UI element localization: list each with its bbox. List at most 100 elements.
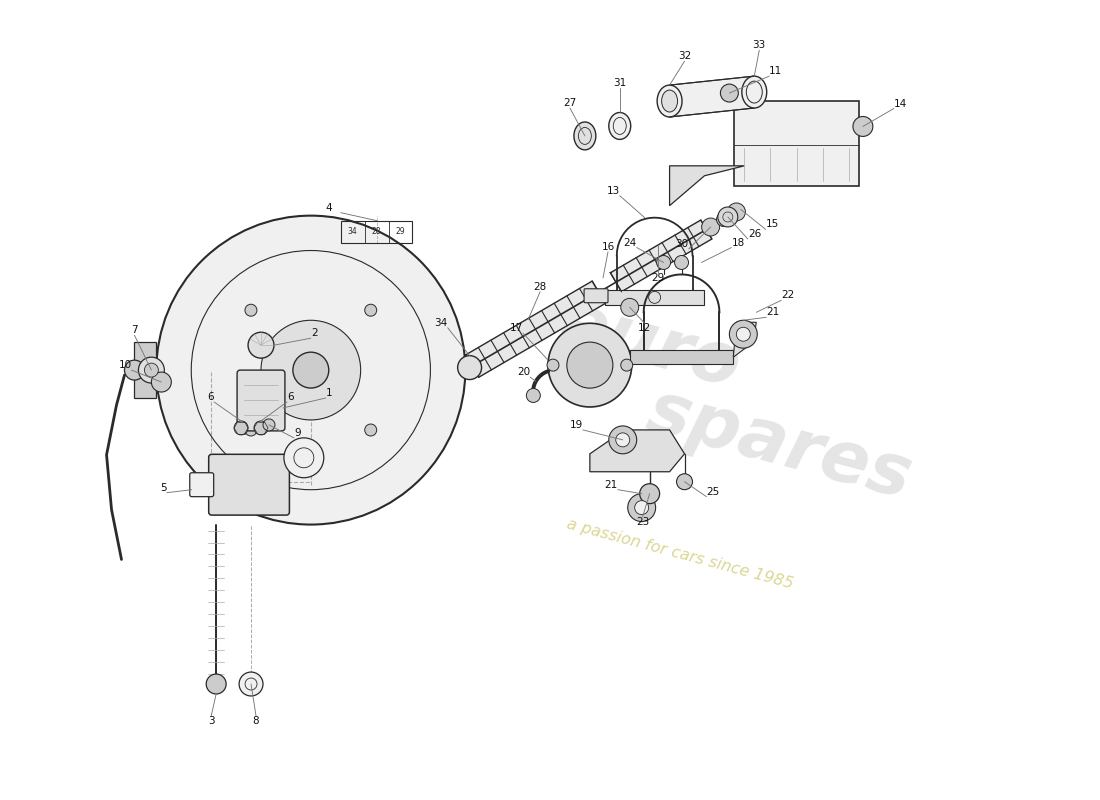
Text: spares: spares — [639, 377, 920, 514]
Circle shape — [124, 360, 144, 380]
Text: 3: 3 — [208, 716, 214, 726]
Text: 9: 9 — [294, 428, 300, 438]
Text: 26: 26 — [748, 229, 761, 239]
Circle shape — [640, 484, 660, 504]
Text: 33: 33 — [752, 40, 766, 50]
Circle shape — [139, 357, 164, 383]
Text: 6: 6 — [208, 392, 214, 402]
Polygon shape — [610, 220, 712, 292]
Circle shape — [628, 494, 656, 522]
Polygon shape — [670, 76, 755, 117]
Text: euro: euro — [551, 288, 748, 402]
Text: 16: 16 — [602, 242, 615, 252]
Circle shape — [234, 421, 249, 435]
Text: 11: 11 — [769, 66, 782, 76]
Circle shape — [239, 672, 263, 696]
Circle shape — [144, 363, 158, 377]
FancyBboxPatch shape — [190, 473, 213, 497]
Ellipse shape — [574, 122, 596, 150]
Circle shape — [616, 433, 629, 447]
Text: 23: 23 — [636, 517, 649, 526]
Text: 2: 2 — [311, 328, 318, 338]
Polygon shape — [629, 350, 734, 364]
Text: 12: 12 — [638, 323, 651, 334]
FancyBboxPatch shape — [238, 370, 285, 431]
Circle shape — [261, 320, 361, 420]
Text: 6: 6 — [287, 392, 294, 402]
Circle shape — [720, 84, 738, 102]
Ellipse shape — [657, 85, 682, 117]
Circle shape — [156, 216, 465, 525]
Circle shape — [365, 424, 376, 436]
Circle shape — [716, 213, 730, 226]
Circle shape — [718, 207, 738, 227]
Polygon shape — [735, 101, 859, 186]
Text: 28: 28 — [372, 227, 382, 236]
Text: 10: 10 — [119, 360, 132, 370]
Circle shape — [254, 421, 268, 435]
Text: 5: 5 — [161, 482, 167, 493]
FancyBboxPatch shape — [248, 378, 275, 404]
Text: 22: 22 — [781, 290, 794, 300]
Circle shape — [852, 117, 873, 137]
Circle shape — [547, 359, 559, 371]
Text: 17: 17 — [509, 323, 524, 334]
Text: 8: 8 — [253, 716, 260, 726]
Circle shape — [620, 298, 639, 316]
Polygon shape — [734, 322, 757, 357]
Circle shape — [657, 255, 671, 270]
Text: 25: 25 — [706, 486, 719, 497]
Text: 20: 20 — [517, 367, 530, 377]
Polygon shape — [605, 290, 704, 306]
Text: 31: 31 — [613, 78, 626, 88]
Circle shape — [245, 304, 257, 316]
Circle shape — [727, 203, 746, 221]
Circle shape — [729, 320, 757, 348]
Circle shape — [249, 332, 274, 358]
Ellipse shape — [608, 113, 630, 139]
Circle shape — [245, 424, 257, 436]
Ellipse shape — [741, 76, 767, 108]
FancyBboxPatch shape — [209, 454, 289, 515]
Polygon shape — [465, 281, 605, 378]
Circle shape — [152, 372, 172, 392]
Circle shape — [365, 304, 376, 316]
Polygon shape — [590, 430, 684, 472]
Text: 30: 30 — [675, 239, 689, 249]
Circle shape — [566, 342, 613, 388]
Text: 19: 19 — [570, 420, 583, 430]
Text: a passion for cars since 1985: a passion for cars since 1985 — [564, 517, 794, 592]
Text: 28: 28 — [534, 282, 547, 292]
Circle shape — [608, 426, 637, 454]
Text: 27: 27 — [563, 98, 576, 108]
Text: 15: 15 — [766, 219, 779, 230]
Circle shape — [527, 389, 540, 402]
Polygon shape — [134, 342, 156, 398]
Circle shape — [674, 255, 689, 270]
Text: 32: 32 — [678, 51, 691, 61]
Text: 21: 21 — [605, 480, 618, 490]
Circle shape — [284, 438, 323, 478]
Circle shape — [620, 359, 632, 371]
Circle shape — [293, 352, 329, 388]
Circle shape — [702, 218, 719, 236]
Ellipse shape — [661, 90, 678, 112]
Text: 29: 29 — [651, 273, 664, 283]
Text: 34: 34 — [348, 227, 358, 236]
Text: 7: 7 — [131, 326, 138, 335]
Text: 18: 18 — [732, 238, 745, 247]
Circle shape — [676, 474, 693, 490]
Text: 21: 21 — [767, 307, 780, 318]
Text: 4: 4 — [326, 202, 332, 213]
Circle shape — [736, 327, 750, 342]
Text: 1: 1 — [326, 388, 332, 398]
Polygon shape — [670, 166, 745, 206]
Text: 14: 14 — [894, 98, 908, 109]
Text: 13: 13 — [606, 186, 619, 196]
Circle shape — [263, 419, 275, 431]
Circle shape — [206, 674, 227, 694]
Text: 24: 24 — [624, 238, 637, 247]
Text: 29: 29 — [396, 227, 405, 236]
FancyBboxPatch shape — [584, 289, 608, 302]
Circle shape — [458, 356, 482, 379]
